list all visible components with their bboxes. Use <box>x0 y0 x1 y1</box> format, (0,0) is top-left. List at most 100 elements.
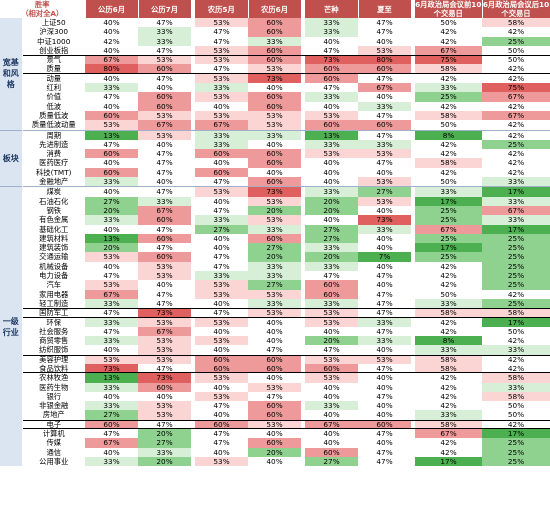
win-rate-cell: 60% <box>138 64 192 74</box>
win-rate-cell: 47% <box>195 205 249 216</box>
col-header[interactable]: 农历6月 <box>248 0 302 18</box>
column-gap <box>411 289 416 299</box>
win-rate-cell: 40% <box>85 261 139 272</box>
win-rate-cell: 20% <box>85 205 139 216</box>
win-rate-cell: 60% <box>248 438 302 448</box>
win-rate-cell: 53% <box>358 177 412 187</box>
column-gap <box>191 64 196 74</box>
win-rate-cell: 47% <box>85 308 139 318</box>
win-rate-cell: 53% <box>195 317 249 327</box>
win-rate-cell: 13% <box>85 233 139 244</box>
win-rate-cell: 58% <box>482 18 550 28</box>
table-row: 医药生物 33% 60% 40% 53% 40% 40% 42% 33% <box>0 382 550 392</box>
win-rate-cell: 53% <box>305 373 359 383</box>
win-rate-cell: 67% <box>138 205 192 216</box>
win-rate-cell: 47% <box>358 289 412 299</box>
row-label: 非银金融 <box>22 401 86 411</box>
win-rate-cell: 47% <box>358 298 412 309</box>
win-rate-cell: 47% <box>358 158 412 168</box>
column-gap <box>301 64 306 74</box>
row-label: 医药生物 <box>22 382 86 392</box>
column-gap <box>301 55 306 65</box>
column-gap <box>301 224 306 234</box>
column-gap <box>411 110 416 121</box>
col-header[interactable]: 芒种 <box>305 0 359 18</box>
win-rate-cell: 42% <box>415 391 483 402</box>
column-gap <box>411 139 416 150</box>
win-rate-cell: 42% <box>482 120 550 131</box>
win-rate-cell: 40% <box>85 391 139 402</box>
table-row: 金融地产 33% 40% 47% 60% 40% 53% 50% 33% <box>0 177 550 187</box>
table-row: 低波 40% 60% 40% 60% 40% 33% 42% 42% <box>0 101 550 111</box>
col-header[interactable]: 公历6月 <box>85 0 139 18</box>
col-header[interactable]: 夏至 <box>358 0 412 18</box>
column-gap <box>411 410 416 420</box>
col-header[interactable]: 农历5月 <box>195 0 249 18</box>
win-rate-cell: 33% <box>138 27 192 37</box>
row-label: 社会服务 <box>22 326 86 337</box>
win-rate-cell: 40% <box>305 36 359 46</box>
col-header[interactable]: 公历7月 <box>138 0 192 18</box>
win-rate-cell: 47% <box>85 326 139 337</box>
win-rate-cell: 40% <box>85 447 139 457</box>
win-rate-cell: 40% <box>248 139 302 150</box>
win-rate-cell: 40% <box>358 410 412 420</box>
win-rate-cell: 58% <box>415 354 483 364</box>
column-gap <box>411 196 416 206</box>
column-gap <box>191 308 196 318</box>
win-rate-cell: 33% <box>248 298 302 309</box>
column-gap <box>411 363 416 374</box>
row-label: 创业板指 <box>22 45 86 56</box>
win-rate-cell: 33% <box>248 261 302 272</box>
column-gap <box>301 429 306 439</box>
win-rate-cell: 60% <box>358 120 412 131</box>
column-gap <box>301 27 306 37</box>
win-rate-cell: 42% <box>415 438 483 448</box>
win-rate-cell: 60% <box>248 158 302 168</box>
win-rate-cell: 33% <box>85 215 139 225</box>
row-label: 医药医疗 <box>22 158 86 168</box>
win-rate-cell: 47% <box>358 27 412 37</box>
win-rate-cell: 25% <box>482 447 550 457</box>
column-gap <box>301 215 306 225</box>
row-label: 商贸零售 <box>22 336 86 346</box>
win-rate-cell: 40% <box>195 298 249 309</box>
win-rate-cell: 53% <box>195 92 249 102</box>
win-rate-cell: 33% <box>138 196 192 206</box>
win-rate-cell: 25% <box>482 298 550 309</box>
row-label: 建筑装饰 <box>22 243 86 253</box>
win-rate-cell: 33% <box>138 447 192 457</box>
win-rate-cell: 40% <box>358 205 412 216</box>
column-gap <box>411 36 416 46</box>
win-rate-cell: 67% <box>482 205 550 216</box>
win-rate-cell: 47% <box>358 73 412 84</box>
win-rate-cell: 33% <box>305 243 359 253</box>
win-rate-cell: 25% <box>415 233 483 244</box>
win-rate-cell: 60% <box>85 149 139 159</box>
col-header[interactable]: 6月政治局会议后10个交易日 <box>482 0 550 18</box>
column-gap <box>411 447 416 457</box>
win-rate-cell: 60% <box>248 45 302 56</box>
win-rate-cell: 33% <box>248 224 302 234</box>
win-rate-cell: 47% <box>138 45 192 56</box>
win-rate-cell: 73% <box>305 55 359 65</box>
win-rate-cell: 73% <box>138 308 192 318</box>
win-rate-cell: 50% <box>415 18 483 28</box>
win-rate-cell: 47% <box>358 308 412 318</box>
table-row: 钢铁 20% 67% 47% 20% 20% 40% 25% 67% <box>0 205 550 216</box>
table-row: 非银金融 33% 53% 47% 60% 33% 40% 42% 50% <box>0 401 550 411</box>
table-row: 石油石化 27% 33% 40% 53% 20% 53% 17% 33% <box>0 196 550 206</box>
win-rate-cell: 73% <box>85 363 139 374</box>
win-rate-cell: 25% <box>482 438 550 448</box>
col-header[interactable]: 6月政治局会议前10个交易日 <box>415 0 483 18</box>
win-rate-cell: 67% <box>85 55 139 65</box>
win-rate-cell: 42% <box>415 261 483 272</box>
win-rate-cell: 47% <box>138 18 192 28</box>
column-gap <box>301 18 306 28</box>
win-rate-cell: 40% <box>248 326 302 337</box>
win-rate-cell: 42% <box>415 271 483 281</box>
win-rate-cell: 33% <box>195 129 249 140</box>
win-rate-cell: 25% <box>482 139 550 150</box>
table-row: 轻工制造 33% 47% 40% 33% 33% 47% 33% 25% <box>0 298 550 309</box>
win-rate-cell: 40% <box>358 373 412 383</box>
